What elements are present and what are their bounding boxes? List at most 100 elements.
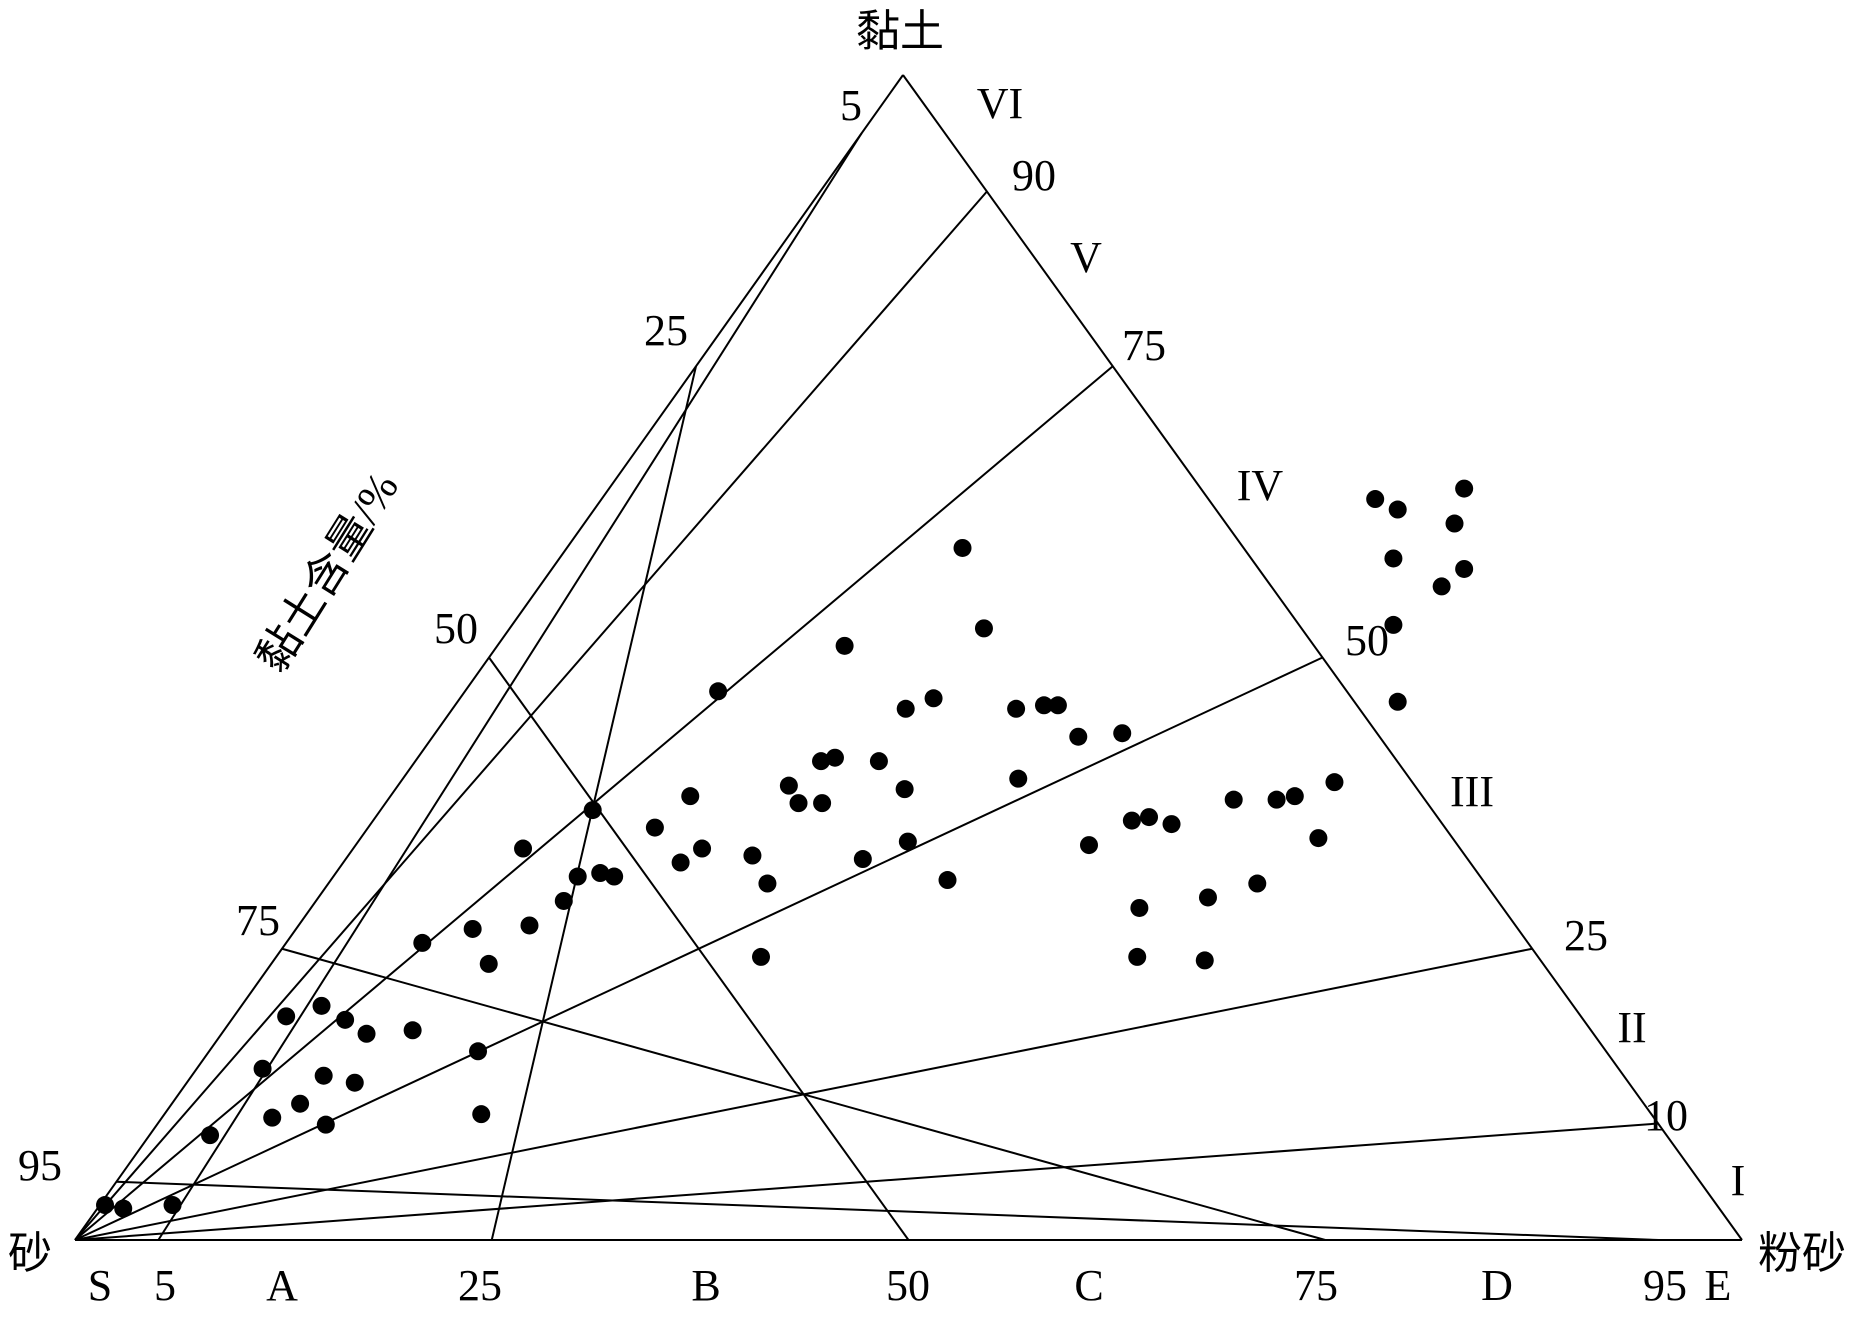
data-point-30: [693, 839, 712, 858]
data-point-38: [752, 947, 771, 966]
left-edge-tick-0: 5: [840, 81, 862, 130]
data-point-27: [645, 818, 664, 837]
bottom-tick-4: B: [691, 1261, 720, 1310]
triangle-frame: [74, 74, 1743, 1241]
zone-label-4: II: [1617, 1003, 1646, 1052]
data-point-14: [413, 933, 432, 952]
zone-label-1: V: [1070, 233, 1102, 282]
silt-sand-line-4: [116, 1180, 1659, 1241]
data-point-72: [1388, 500, 1407, 519]
data-point-22: [554, 891, 573, 910]
data-point-17: [469, 1042, 488, 1061]
data-point-75: [1455, 479, 1474, 498]
data-point-43: [898, 832, 917, 851]
data-point-28: [671, 853, 690, 872]
data-point-25: [583, 801, 602, 820]
data-point-21: [514, 839, 533, 858]
vertex-label-right: 粉砂: [1758, 1229, 1846, 1278]
data-point-16: [463, 919, 482, 938]
right-edge-tick-2: 50: [1345, 616, 1389, 665]
left-edge-tick-4: 95: [18, 1141, 62, 1190]
data-point-62: [1195, 951, 1214, 970]
data-point-29: [681, 787, 700, 806]
data-point-24: [591, 864, 610, 883]
data-point-10: [316, 1115, 335, 1134]
data-point-9: [314, 1066, 333, 1085]
data-point-56: [1113, 724, 1132, 743]
bottom-tick-8: D: [1481, 1261, 1513, 1310]
data-point-13: [357, 1024, 376, 1043]
data-point-77: [1445, 514, 1464, 533]
data-point-71: [1384, 549, 1403, 568]
bottom-tick-3: 25: [458, 1261, 502, 1310]
bottom-tick-2: A: [266, 1261, 298, 1310]
data-point-78: [1388, 692, 1407, 711]
data-point-32: [743, 846, 762, 865]
data-point-40: [779, 776, 798, 795]
right-edge-tick-0: 90: [1012, 151, 1056, 200]
zone-label-2: IV: [1237, 461, 1284, 510]
data-point-20: [520, 916, 539, 935]
data-point-50: [1007, 699, 1026, 718]
data-point-49: [974, 619, 993, 638]
data-point-46: [896, 699, 915, 718]
data-point-73: [1366, 490, 1385, 509]
data-point-55: [1079, 836, 1098, 855]
data-point-45: [835, 636, 854, 655]
bottom-tick-7: 75: [1294, 1261, 1338, 1310]
data-point-7: [291, 1094, 310, 1113]
data-point-33: [789, 794, 808, 813]
clay-silt-ratio-lines: [74, 190, 1659, 1241]
bottom-tick-9: 95: [1643, 1261, 1687, 1310]
data-point-0: [96, 1196, 115, 1215]
data-point-70: [1384, 615, 1403, 634]
data-point-39: [813, 794, 832, 813]
data-point-42: [895, 780, 914, 799]
data-point-76: [1455, 559, 1474, 578]
data-point-44: [938, 871, 957, 890]
vertex-label-left: 砂: [8, 1229, 52, 1278]
data-points: [96, 479, 1474, 1218]
data-point-65: [1224, 790, 1243, 809]
data-point-18: [472, 1105, 491, 1124]
data-point-59: [1128, 947, 1147, 966]
data-point-64: [1248, 874, 1267, 893]
data-point-23: [568, 867, 587, 886]
right-edge-tick-4: 10: [1644, 1091, 1688, 1140]
data-point-36: [869, 752, 888, 771]
data-point-66: [1267, 790, 1286, 809]
left-edge-tick-2: 50: [434, 604, 478, 653]
data-point-34: [812, 752, 831, 771]
data-point-35: [825, 748, 844, 767]
data-point-3: [201, 1126, 220, 1145]
data-point-57: [1122, 811, 1141, 830]
data-point-54: [1069, 727, 1088, 746]
data-point-52: [1034, 696, 1053, 715]
data-point-6: [277, 1007, 296, 1026]
data-point-74: [1432, 577, 1451, 596]
tick-labels: S 5 A 25 B 50 C 75 D 95 E5255075959075502510VIVIVI…: [18, 79, 1745, 1310]
data-point-61: [1162, 815, 1181, 834]
data-point-69: [1325, 773, 1344, 792]
left-edge-tick-3: 75: [236, 896, 280, 945]
data-point-2: [163, 1196, 182, 1215]
zone-label-0: VI: [977, 79, 1023, 128]
data-point-60: [1140, 808, 1159, 827]
data-point-31: [709, 682, 728, 701]
vertex-label-top: 黏土: [856, 7, 944, 56]
data-point-47: [924, 689, 943, 708]
axis-title: 黏土含量/%: [247, 464, 408, 681]
data-point-11: [336, 1010, 355, 1029]
data-point-12: [345, 1073, 364, 1092]
right-edge-tick-1: 75: [1122, 321, 1166, 370]
data-point-1: [114, 1199, 133, 1218]
data-point-68: [1309, 829, 1328, 848]
silt-sand-line-2: [488, 656, 910, 1241]
zone-label-3: III: [1450, 767, 1494, 816]
data-point-5: [263, 1108, 282, 1127]
data-point-26: [605, 867, 624, 886]
data-point-67: [1285, 787, 1304, 806]
data-point-41: [853, 850, 872, 869]
bottom-tick-10: E: [1705, 1261, 1732, 1310]
